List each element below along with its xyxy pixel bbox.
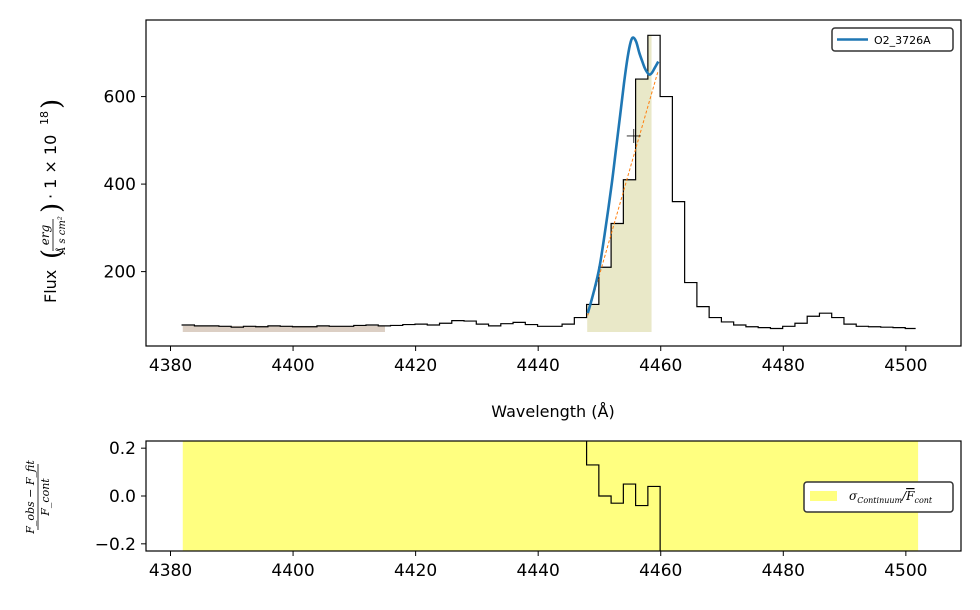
residual-y-tick-label: 0.2 <box>109 439 136 459</box>
flux-axes-frame <box>145 19 962 347</box>
residual-x-tick-label: 4480 <box>762 561 805 581</box>
x-tick-label: 4440 <box>517 356 560 376</box>
residual-y-tick-label: −0.2 <box>95 535 136 555</box>
residual-x-tick-label: 4500 <box>884 561 927 581</box>
y-tick-label: 600 <box>104 88 136 108</box>
legend-sigma-sub: Continuum <box>857 496 902 505</box>
x-tick-label: 4380 <box>149 356 192 376</box>
ylabel-open-paren: ( <box>37 249 67 259</box>
x-tick-label: 4400 <box>271 356 314 376</box>
residual-panel: 4380 4400 4420 4440 4460 4480 4500 0.20.0−0.2 … <box>24 439 962 581</box>
residual-x-tick-label: 4460 <box>639 561 682 581</box>
flux-legend-box <box>831 27 954 52</box>
residual-legend: σContinuum/Fcont <box>803 481 954 513</box>
x-tick-label: 4480 <box>762 356 805 376</box>
sigma-continuum-band <box>182 441 919 551</box>
ylabel-frac-den: Å s cm² <box>56 216 68 255</box>
residual-x-tick-label: 4420 <box>394 561 437 581</box>
ylabel-close-paren: ) <box>37 203 67 213</box>
gaussian-fit-line <box>586 36 660 314</box>
flux-y-ticks: 200 400 600 <box>104 88 146 283</box>
x-axis-label: Wavelength (Å) <box>491 402 614 421</box>
residual-x-ticks: 4380 4400 4420 4440 4460 4480 4500 <box>149 551 927 581</box>
continuum-band <box>182 325 385 332</box>
flux-x-ticks: 4380 4400 4420 4440 4460 4480 4500 <box>149 346 927 376</box>
residual-x-tick-label: 4400 <box>271 561 314 581</box>
residual-x-tick-label: 4380 <box>149 561 192 581</box>
ylabel-exponent: 18 <box>38 111 51 125</box>
residual-legend-box <box>803 481 954 513</box>
observed-spectrum-step <box>181 34 916 330</box>
legend-sigma-slash: / <box>901 489 908 503</box>
legend-sigma-den: F <box>905 489 915 503</box>
y-tick-label: 200 <box>104 263 136 283</box>
ylabel-frac-num: erg <box>38 224 52 245</box>
residual-ylabel-den: F_cont <box>39 478 52 517</box>
legend-sigma-label: σContinuum/Fcont <box>849 489 933 505</box>
ylabel-multiplier: · 1 × 10 <box>41 135 60 199</box>
legend-fit-label: O2_3726A <box>874 34 931 47</box>
residual-step <box>585 441 661 551</box>
ylabel-flux: Flux <box>41 270 60 303</box>
x-tick-label: 4500 <box>884 356 927 376</box>
legend-sigma-main: σ <box>849 489 858 503</box>
x-tick-label: 4460 <box>639 356 682 376</box>
flux-panel: 4380 4400 4420 4440 4460 4480 4500 200 400 600 W… <box>37 19 962 421</box>
ylabel-outer-close-paren: ) <box>37 99 67 109</box>
peak-marker <box>626 128 641 143</box>
residual-ylabel-num: F_obs − F_fit <box>24 460 37 535</box>
legend-sigma-den-sub: cont <box>914 496 932 505</box>
y-tick-label: 400 <box>104 175 136 195</box>
flux-y-axis-label: Flux ( erg Å s cm² ) · 1 × 10 18 ) <box>37 99 68 303</box>
line-integration-band <box>587 35 652 332</box>
linear-continuum-line <box>587 70 659 316</box>
residual-y-ticks: 0.2 0.0 −0.2 <box>95 439 146 555</box>
legend-sigma-swatch <box>810 491 837 501</box>
residual-y-axis-label: F_obs − F_fit F_cont <box>24 460 52 535</box>
fit-bands <box>182 35 652 332</box>
x-tick-label: 4420 <box>394 356 437 376</box>
residual-y-tick-label: 0.0 <box>109 487 136 507</box>
flux-legend: O2_3726A <box>831 27 954 52</box>
residual-x-tick-label: 4440 <box>517 561 560 581</box>
